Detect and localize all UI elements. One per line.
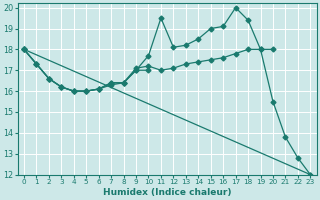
X-axis label: Humidex (Indice chaleur): Humidex (Indice chaleur): [103, 188, 231, 197]
